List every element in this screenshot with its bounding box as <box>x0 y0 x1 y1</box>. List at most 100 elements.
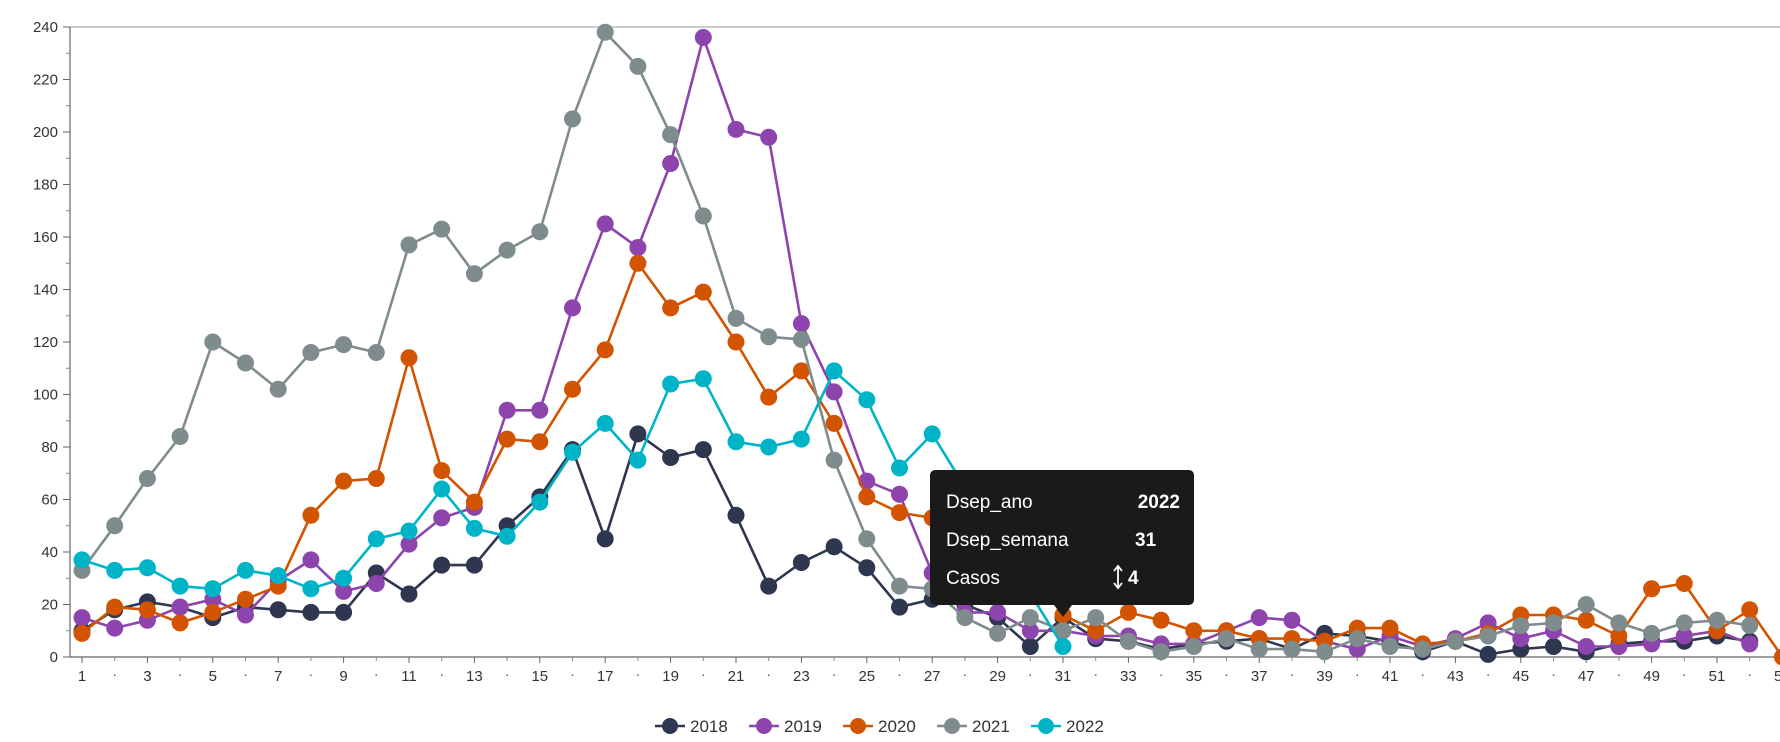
tooltip-label: Casos <box>946 568 1000 589</box>
data-point-2021 <box>171 428 189 445</box>
x-tick-label: 23 <box>793 668 810 685</box>
data-point-2019 <box>989 603 1007 621</box>
data-point-2021 <box>1316 643 1334 661</box>
legend-item-2018: 2018 <box>655 717 728 736</box>
y-tick-label: 160 <box>33 229 58 246</box>
x-tick-label: 3 <box>143 668 151 685</box>
x-tick-separator: · <box>570 666 575 683</box>
data-point-2019 <box>531 401 549 419</box>
data-point-2019 <box>1021 622 1039 640</box>
series-2022 <box>73 362 1072 655</box>
data-point-2019 <box>1675 627 1693 645</box>
data-point-2021 <box>1643 624 1661 642</box>
data-point-2022 <box>204 580 222 598</box>
data-point-2020 <box>1675 575 1693 592</box>
legend-label: 2019 <box>784 717 822 736</box>
x-tick-separator: · <box>308 666 313 683</box>
data-point-2020 <box>1741 601 1759 619</box>
data-point-2018 <box>269 601 287 619</box>
data-point-2021 <box>1446 632 1464 650</box>
x-tick-label: 19 <box>662 668 679 685</box>
data-point-2020 <box>367 470 385 487</box>
x-tick-label: 1 <box>78 668 86 685</box>
data-point-2021 <box>1545 614 1562 632</box>
data-point-2019 <box>1250 609 1268 627</box>
data-point-2020 <box>1773 648 1780 666</box>
data-point-2022 <box>694 370 712 388</box>
x-tick-separator: · <box>178 666 183 683</box>
data-point-2021 <box>302 344 320 361</box>
data-point-2018 <box>825 538 843 556</box>
x-tick-separator: · <box>439 666 444 683</box>
data-point-2021 <box>1218 630 1235 648</box>
data-point-2022 <box>400 522 418 540</box>
data-point-2019 <box>825 383 843 401</box>
legend-marker <box>756 718 772 734</box>
data-point-2020 <box>531 433 549 451</box>
data-point-2020 <box>204 603 222 621</box>
x-tick-separator: · <box>1747 666 1752 683</box>
x-tick-label: 11 <box>401 668 417 685</box>
y-tick-label: 80 <box>41 439 58 456</box>
y-tick-label: 40 <box>41 544 58 561</box>
data-point-2022 <box>367 530 385 548</box>
x-tick-separator: · <box>374 666 379 683</box>
data-point-2020 <box>629 254 647 272</box>
x-tick-separator: · <box>962 666 967 683</box>
x-tick-separator: · <box>1028 666 1033 683</box>
data-point-2020 <box>400 349 418 367</box>
data-point-2019 <box>629 239 647 256</box>
chart-axes: 0 20 40 60 80 100 120 140 160 180 200 220 240 1 · 3 · 5 · 7… <box>33 19 1780 685</box>
data-point-2021 <box>1185 638 1203 655</box>
data-point-2019 <box>106 619 124 637</box>
data-point-2018 <box>1479 645 1497 663</box>
data-point-2020 <box>498 430 516 448</box>
series-2021 <box>73 23 1759 661</box>
data-point-2020 <box>760 388 778 406</box>
data-point-2020 <box>433 462 451 480</box>
data-point-2020 <box>237 590 254 608</box>
data-point-2022 <box>138 559 156 577</box>
data-point-2021 <box>1054 622 1072 640</box>
data-point-2022 <box>465 519 483 537</box>
x-tick-label: 43 <box>1447 668 1464 685</box>
x-tick-label: 29 <box>989 668 1006 685</box>
data-point-2018 <box>465 556 483 574</box>
legend-marker <box>850 718 866 734</box>
data-point-2021 <box>760 328 778 346</box>
data-point-2018 <box>335 603 353 621</box>
data-point-2021 <box>1087 609 1105 627</box>
data-point-2019 <box>760 128 778 146</box>
tooltip: Dsep_ano 2022 Dsep_semana 31 Casos 4 <box>930 470 1194 617</box>
data-point-2021 <box>596 23 614 41</box>
x-tick-separator: · <box>1420 666 1425 683</box>
data-point-2022 <box>269 567 287 585</box>
data-point-2019 <box>662 155 680 172</box>
data-point-2019 <box>335 582 353 600</box>
data-point-2022 <box>629 451 647 469</box>
data-point-2019 <box>498 401 516 419</box>
data-point-2018 <box>760 577 778 595</box>
data-point-2021 <box>1119 632 1137 650</box>
data-point-2022 <box>564 443 581 461</box>
x-tick-label: 39 <box>1316 668 1333 685</box>
data-point-2021 <box>1381 638 1399 655</box>
x-tick-label: 37 <box>1251 668 1268 685</box>
x-tick-label: 5 <box>209 668 217 685</box>
data-point-2020 <box>171 614 189 632</box>
data-point-2018 <box>433 556 451 574</box>
x-tick-separator: · <box>1682 666 1687 683</box>
x-tick-separator: · <box>1159 666 1164 683</box>
data-point-2021 <box>989 624 1007 642</box>
x-tick-label: 49 <box>1643 668 1660 685</box>
data-point-2021 <box>1414 640 1432 658</box>
data-point-2021 <box>662 126 680 144</box>
data-point-2020 <box>596 341 614 359</box>
data-point-2018 <box>858 559 876 577</box>
resize-vertical-icon <box>1113 564 1123 590</box>
x-tick-separator: · <box>1616 666 1621 683</box>
data-point-2021 <box>269 380 287 398</box>
data-point-2019 <box>1741 635 1759 653</box>
data-point-2020 <box>858 488 876 506</box>
